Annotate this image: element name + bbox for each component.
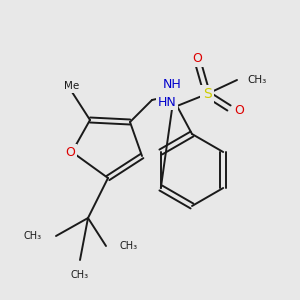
Text: O: O (192, 52, 202, 65)
Text: CH₃: CH₃ (71, 270, 89, 280)
Text: CH₃: CH₃ (120, 241, 138, 251)
Text: CH₃: CH₃ (247, 75, 266, 85)
Text: HN: HN (158, 95, 176, 109)
Text: Me: Me (64, 81, 80, 91)
Text: CH₃: CH₃ (24, 231, 42, 241)
Text: O: O (234, 103, 244, 116)
Text: NH: NH (163, 79, 182, 92)
Text: O: O (65, 146, 75, 158)
Text: S: S (202, 87, 211, 101)
